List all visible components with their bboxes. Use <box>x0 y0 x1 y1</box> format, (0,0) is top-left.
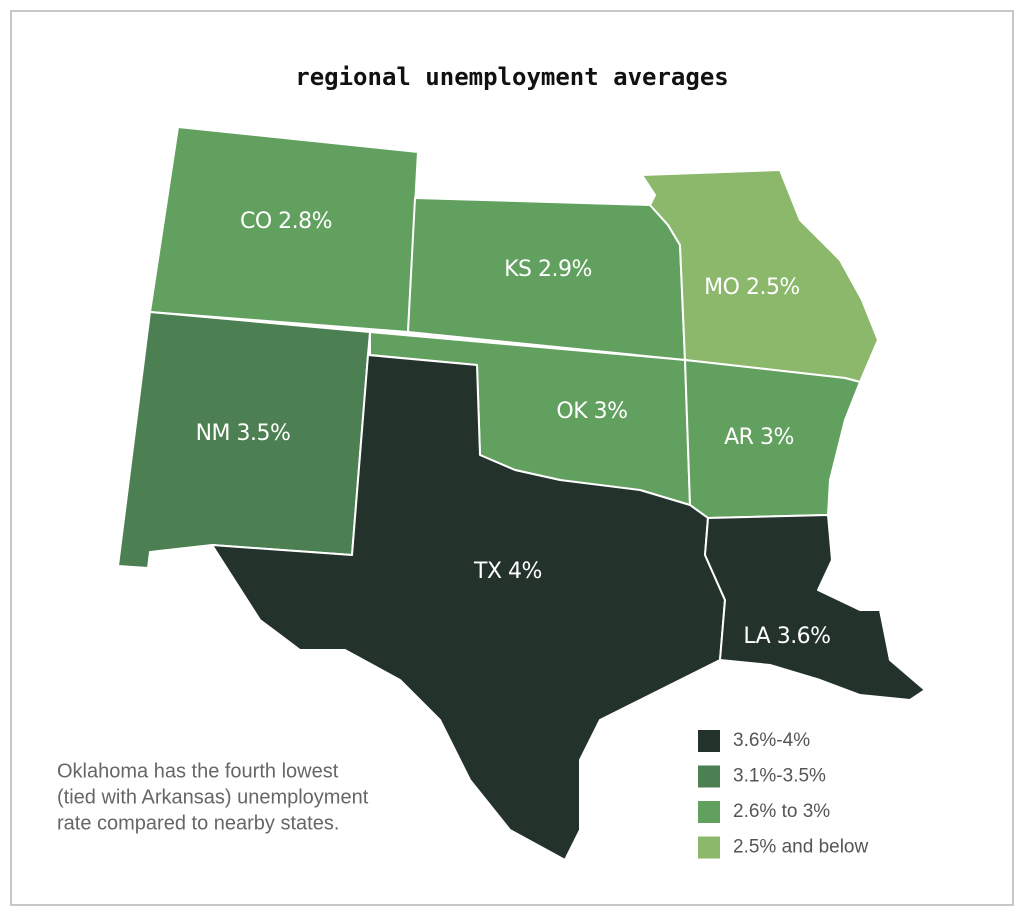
state-label: TX 4% <box>473 559 542 584</box>
title: regional unemployment averages <box>295 63 728 91</box>
state-la <box>704 514 926 701</box>
note: Oklahoma has the fourth lowest (tied with… <box>57 760 369 834</box>
note-line: Oklahoma has the fourth lowest <box>57 760 339 782</box>
frame <box>10 10 1014 906</box>
state-label: OK 3% <box>556 399 627 424</box>
state-label: NM 3.5% <box>196 421 291 446</box>
legend-swatch <box>698 730 720 752</box>
state-label: CO 2.8% <box>240 209 332 234</box>
state-label: MO 2.5% <box>704 275 800 300</box>
state-label: KS 2.9% <box>504 257 592 282</box>
state-tx <box>211 354 726 861</box>
legend-label: 2.6% to 3% <box>733 801 830 822</box>
state-labels: CO 2.8% KS 2.9% MO 2.5% NM 3.5% OK 3% AR… <box>196 209 832 649</box>
legend: 3.6%-4% 3.1%-3.5% 2.6% to 3% 2.5% and below <box>698 730 868 859</box>
legend-label: 2.5% and below <box>733 837 868 858</box>
note-line: rate compared to nearby states. <box>57 812 339 834</box>
legend-swatch <box>698 836 720 859</box>
states <box>117 126 926 861</box>
state-label: AR 3% <box>724 425 794 450</box>
legend-swatch <box>698 801 720 823</box>
state-label: LA 3.6% <box>743 624 830 649</box>
legend-label: 3.1%-3.5% <box>733 766 826 787</box>
legend-swatch <box>698 765 720 788</box>
legend-label: 3.6%-4% <box>733 730 810 751</box>
note-line: (tied with Arkansas) unemployment <box>57 786 369 808</box>
